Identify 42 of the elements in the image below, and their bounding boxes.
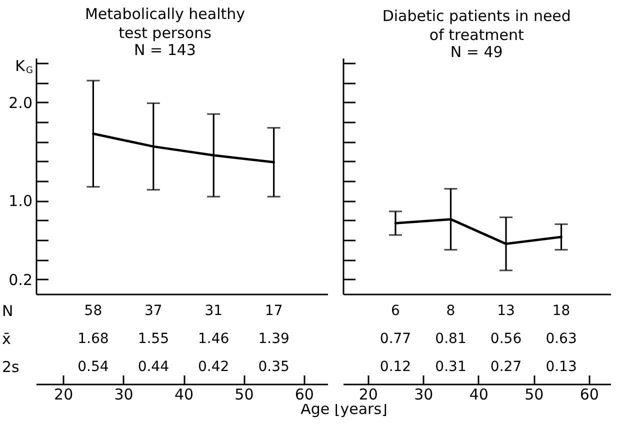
text: 2s [2, 358, 20, 376]
text: N [2, 302, 14, 320]
text: 0.35 [258, 359, 290, 376]
x-tick-label: 40 [469, 386, 488, 404]
x-tick-label: 50 [234, 386, 254, 404]
x-tick-label: 30 [414, 386, 434, 404]
x-tick-label: 60 [580, 386, 599, 404]
text: 0.56 [490, 331, 522, 347]
y-tick-label: 2.0 [8, 94, 32, 112]
text: 0.81 [435, 331, 466, 347]
chart-subtitle: N = 49 [450, 43, 503, 61]
text: 1.55 [138, 331, 169, 347]
y-tick-label: 0.2 [8, 270, 32, 289]
text: 0.31 [435, 359, 466, 376]
text: 0.12 [380, 359, 412, 376]
text: 1.39 [258, 331, 290, 347]
text: 31 [204, 302, 223, 319]
text: x̄ [2, 330, 11, 348]
text: 0.42 [198, 359, 230, 376]
text: 8 [446, 302, 456, 319]
text: 1.46 [198, 331, 230, 347]
x-tick-label: 50 [524, 386, 544, 404]
chart-subtitle: N = 143 [134, 40, 196, 59]
text: 17 [264, 302, 283, 319]
x-tick-label: 40 [174, 386, 194, 404]
text: 1.68 [78, 331, 109, 347]
x-tick-label: 30 [114, 386, 134, 404]
text: 37 [144, 302, 162, 319]
text: 18 [552, 302, 570, 319]
text: 0.27 [490, 359, 522, 376]
text: 0.44 [138, 359, 170, 376]
text: 6 [391, 302, 400, 319]
chart-title: Diabetic patients in need of treatment [382, 7, 571, 44]
x-tick-label: 20 [54, 386, 74, 404]
chart-title: Metabolically healthy test persons [84, 4, 246, 42]
text: 13 [497, 302, 515, 319]
text: 0.77 [380, 331, 412, 347]
y-tick-label: 1.0 [8, 192, 32, 210]
text: 0.63 [546, 331, 577, 347]
text: 0.13 [546, 359, 577, 376]
text: 0.54 [78, 359, 109, 376]
text: 58 [84, 302, 102, 319]
